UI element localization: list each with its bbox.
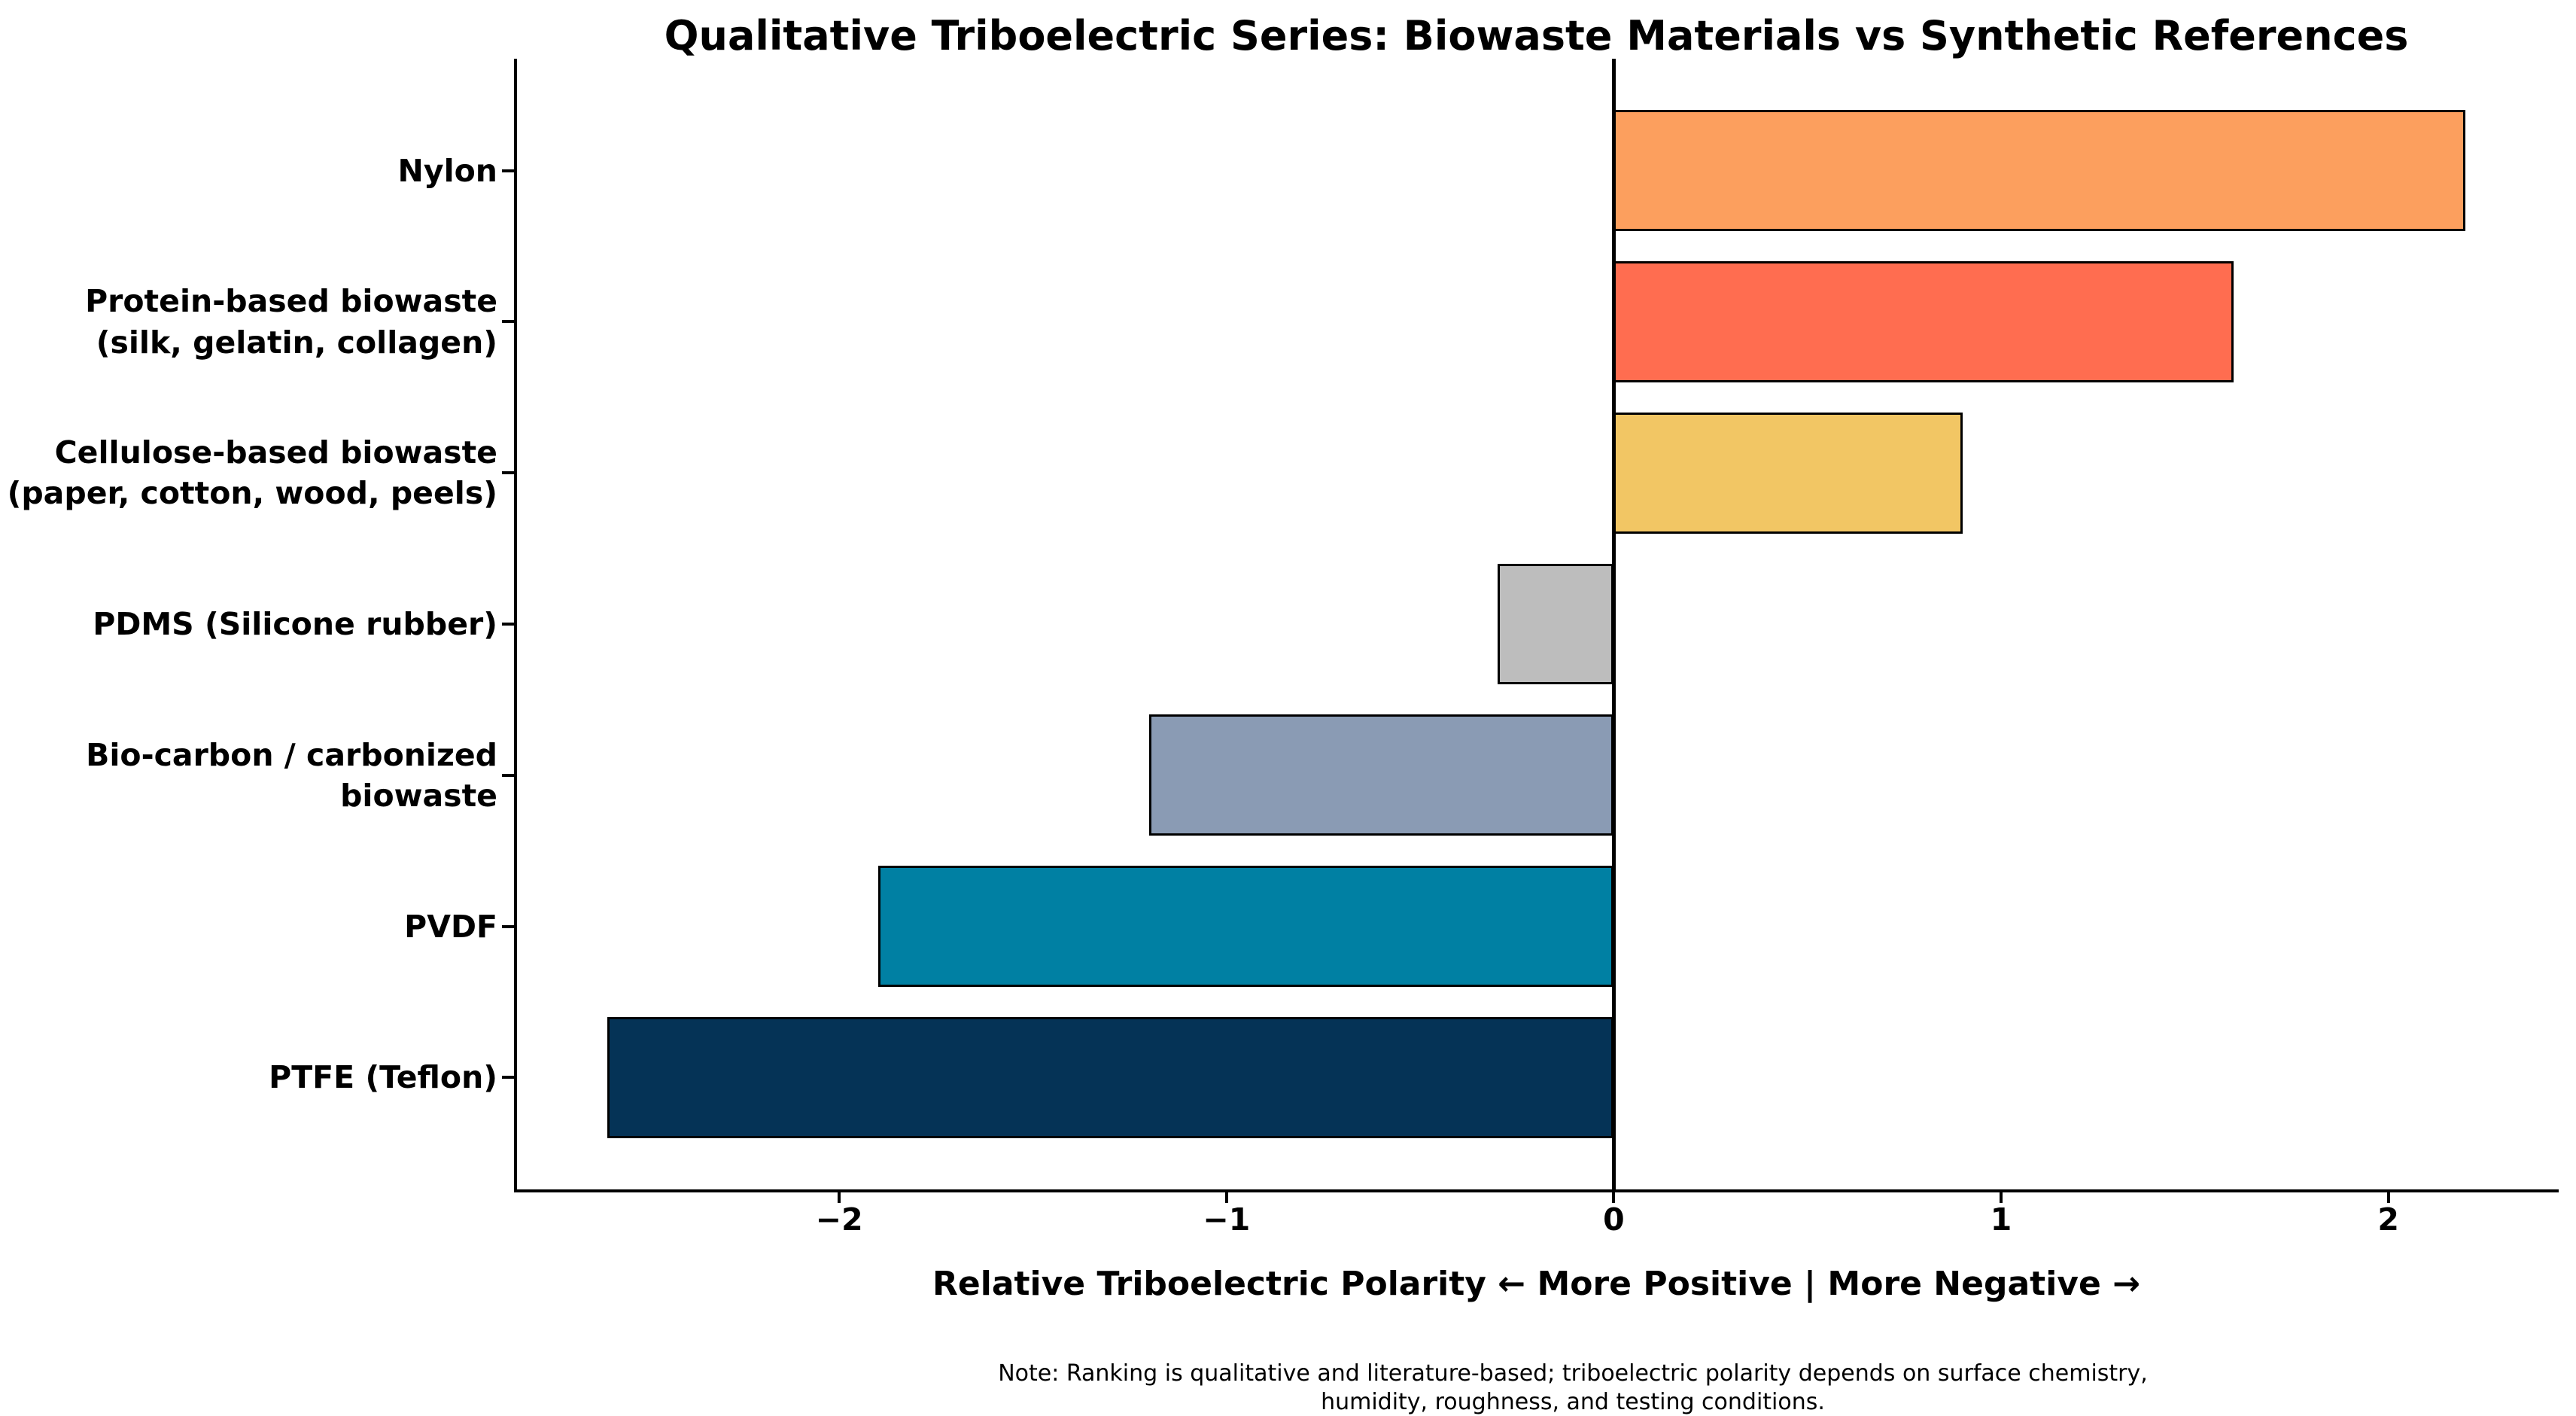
x-axis-label: Relative Triboelectric Polarity ← More P… xyxy=(932,1265,2140,1303)
category-label-pdms-silicone-rubber: PDMS (Silicone rubber) xyxy=(93,605,497,642)
category-label-cellulose-based-biowaste: Cellulose-based biowaste (paper, cotton,… xyxy=(7,434,497,512)
bar-pvdf xyxy=(877,866,1614,987)
x-tick-label-−1: −1 xyxy=(1203,1201,1251,1238)
x-tick-−1 xyxy=(1224,1189,1228,1203)
x-tick-label-0: 0 xyxy=(1603,1201,1625,1238)
x-tick-−2 xyxy=(838,1189,841,1203)
y-tick-nylon xyxy=(502,169,514,172)
category-label-protein-based-biowaste: Protein-based biowaste (silk, gelatin, c… xyxy=(85,283,497,361)
category-label-pvdf: PVDF xyxy=(404,908,497,945)
bar-protein-based-biowaste xyxy=(1613,261,2234,382)
bar-bio-carbon-carbonized-biowaste xyxy=(1148,714,1614,836)
y-tick-bio-carbon-carbonized-biowaste xyxy=(502,773,514,777)
zero-reference-line xyxy=(1611,59,1616,1189)
footnote: Note: Ranking is qualitative and literat… xyxy=(998,1360,2148,1416)
x-tick-0 xyxy=(1612,1189,1616,1203)
x-tick-1 xyxy=(2000,1189,2003,1203)
x-axis-spine xyxy=(514,1189,2559,1192)
footnote-line-1: Note: Ranking is qualitative and literat… xyxy=(998,1360,2148,1387)
y-tick-protein-based-biowaste xyxy=(502,320,514,324)
bar-pdms-silicone-rubber xyxy=(1498,563,1614,685)
bar-ptfe-teflon xyxy=(607,1017,1614,1138)
x-tick-label-1: 1 xyxy=(1990,1201,2012,1238)
x-tick-label-−2: −2 xyxy=(815,1201,863,1238)
category-label-ptfe-teflon: PTFE (Teflon) xyxy=(269,1059,497,1096)
bar-cellulose-based-biowaste xyxy=(1613,412,1963,534)
y-tick-ptfe-teflon xyxy=(502,1076,514,1080)
y-tick-pdms-silicone-rubber xyxy=(502,623,514,626)
bar-nylon xyxy=(1613,110,2466,231)
plot-area xyxy=(502,59,2559,1203)
y-tick-pvdf xyxy=(502,924,514,928)
chart-title: Qualitative Triboelectric Series: Biowas… xyxy=(664,12,2409,59)
category-label-nylon: Nylon xyxy=(397,152,497,189)
x-tick-2 xyxy=(2386,1189,2390,1203)
y-axis-spine xyxy=(514,59,517,1189)
y-tick-cellulose-based-biowaste xyxy=(502,471,514,475)
x-tick-label-2: 2 xyxy=(2377,1201,2399,1238)
category-label-bio-carbon-carbonized-biowaste: Bio-carbon / carbonized biowaste xyxy=(86,736,497,814)
footnote-line-2: humidity, roughness, and testing conditi… xyxy=(1321,1388,1825,1415)
